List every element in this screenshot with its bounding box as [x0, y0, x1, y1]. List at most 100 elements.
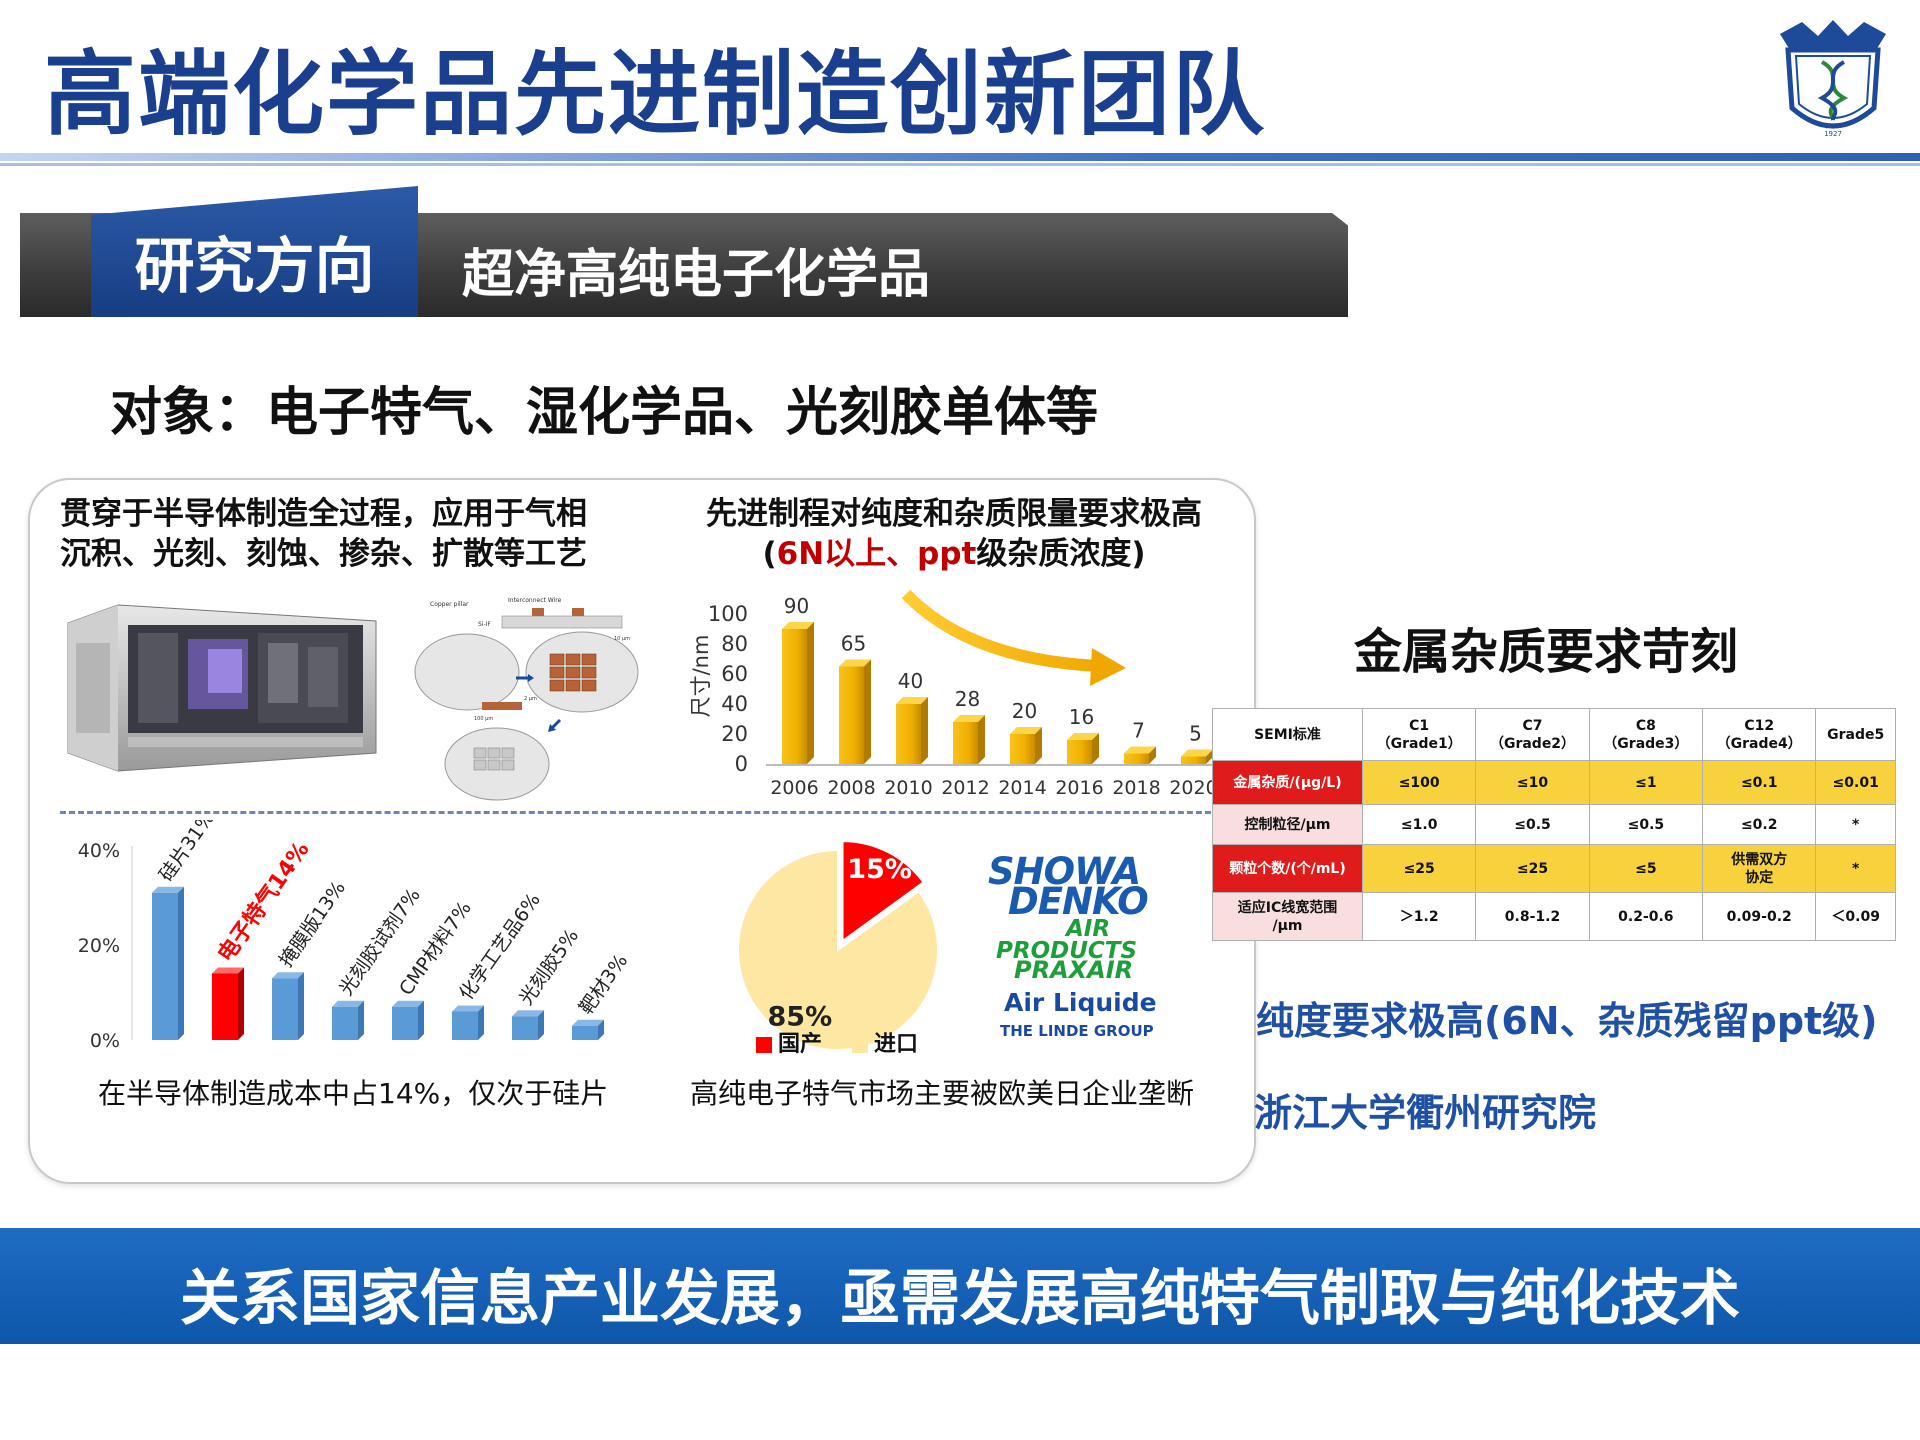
title-rule	[0, 153, 1920, 161]
table-cell: *	[1815, 844, 1896, 893]
purity-highlight: 6N以上、ppt	[776, 536, 977, 572]
cost-bar-top	[512, 1010, 544, 1017]
table-cell: ≤1	[1588, 760, 1704, 805]
cost-chart-yaxis: 0% 20% 40%	[78, 840, 133, 1052]
diagram-label-si-if: Si-IF	[478, 621, 491, 628]
node-bar	[1067, 740, 1092, 764]
cost-ytick-label: 40%	[78, 840, 120, 862]
table-header-row: SEMI标准 C1 （Grade1） C7 （Grade2） C8 （Grade3） …	[1212, 708, 1896, 761]
node-bar-label: 90	[784, 594, 809, 618]
diagram-label-size: 100 μm	[474, 716, 493, 722]
table-cell: 0.09-0.2	[1702, 892, 1817, 941]
cost-bar-side	[418, 1000, 424, 1040]
node-bar-side	[864, 659, 871, 764]
row-label: 颗粒个数/(个/mL)	[1212, 844, 1363, 893]
purity-caption: 先进制程对纯度和杂质限量要求极高 (6N以上、ppt级杂质浓度)	[684, 494, 1224, 574]
grade-name: C8	[1635, 717, 1656, 734]
logo-showa-denko: SHOWA DENKO	[988, 850, 1149, 920]
table-cell: *	[1815, 804, 1896, 845]
node-xtick-label: 2010	[884, 777, 932, 799]
purity-caption-line: 先进制程对纯度和杂质限量要求极高	[706, 496, 1202, 532]
node-bar-side	[1092, 733, 1099, 764]
table-row: 适应IC线宽范围/μm ＞1.2 0.8-1.2 0.2-0.6 0.09-0.…	[1212, 892, 1896, 941]
purity-caption-rest: 级杂质浓度)	[976, 536, 1146, 572]
table-cell: ≤0.5	[1588, 804, 1704, 845]
node-chart-yaxis: 0 20 40 60 80 100	[708, 602, 748, 776]
node-chart-bars: 90 65 40 28 20 16 7 5	[782, 594, 1213, 764]
purity-caption-line: (6N以上、ppt级杂质浓度)	[684, 534, 1224, 574]
node-bar-label: 40	[898, 669, 923, 693]
node-bar-side	[978, 715, 985, 764]
purity-note: 纯度要求极高(6N、杂质残留ppt级)	[1256, 999, 1878, 1043]
cost-bar-side	[238, 967, 244, 1040]
node-xtick-label: 2014	[998, 777, 1046, 799]
pie-slice	[737, 848, 939, 1051]
university-emblem: 1927	[1780, 20, 1886, 138]
footer-slogan: 关系国家信息产业发展，亟需发展高纯特气制取与纯化技术	[180, 1264, 1740, 1334]
node-bar-side	[1035, 727, 1042, 764]
table-cell: ≤0.5	[1475, 804, 1590, 845]
table-cell: ≤25	[1475, 844, 1590, 893]
cost-bar	[392, 1006, 418, 1040]
cost-bar-label: 硅片31%	[155, 820, 219, 886]
logo-air-liquide: Air Liquide	[1004, 988, 1157, 1017]
node-xtick-label: 2020	[1169, 777, 1217, 799]
cost-share-chart: 0% 20% 40% 硅片31%电子特气14%掩膜版13%光刻胶试剂7%CMP材料7…	[78, 820, 632, 1052]
cost-bar-side	[178, 886, 184, 1040]
table-cell: ＜0.09	[1815, 892, 1896, 941]
row-label: 适应IC线宽范围/μm	[1212, 892, 1363, 941]
objects-line: 对象：电子特气、湿化学品、光刻胶单体等	[110, 383, 1099, 443]
grade-sub: （Grade3）	[1603, 735, 1689, 752]
logo-text: SHOWA	[988, 850, 1141, 893]
cost-bar-side	[298, 972, 304, 1040]
table-cell: ≤100	[1361, 760, 1477, 805]
cost-bar	[572, 1025, 598, 1040]
table-header-cell: Grade5	[1815, 708, 1896, 761]
cost-bar	[332, 1006, 358, 1040]
node-bar-side	[921, 697, 928, 764]
node-bar	[782, 629, 807, 764]
cost-bar-top	[572, 1019, 604, 1026]
cost-ytick-label: 0%	[90, 1030, 120, 1052]
node-bar-label: 5	[1189, 722, 1202, 746]
cost-bar-top	[332, 1000, 364, 1007]
table-header-cell: C7 （Grade2）	[1475, 708, 1590, 761]
diagram-label-interconnect: Interconnect Wire	[508, 597, 562, 604]
node-bar-label: 65	[841, 632, 866, 656]
table-cell: ≤0.01	[1815, 760, 1896, 805]
node-bar-label: 20	[1012, 699, 1037, 723]
institute-name: 浙江大学衢州研究院	[1254, 1091, 1597, 1135]
paren-open: (	[762, 536, 777, 572]
process-caption-line: 沉积、光刻、刻蚀、掺杂、扩散等工艺	[60, 536, 587, 572]
grade-name: C1	[1409, 717, 1430, 734]
cost-bar-side	[358, 1000, 364, 1040]
pie-slice	[841, 840, 925, 944]
market-share-pie: 15% 85%	[737, 840, 939, 1051]
cost-bar-side	[538, 1010, 544, 1040]
cost-bar	[152, 892, 178, 1040]
table-row: 颗粒个数/(个/mL) ≤25 ≤25 ≤5 供需双方 协定 *	[1212, 844, 1896, 893]
cost-bar-label: 光刻胶5%	[515, 925, 583, 1009]
cost-bar-side	[598, 1019, 604, 1040]
cost-bar-top	[272, 972, 304, 979]
node-bar-top	[782, 622, 814, 629]
row-label: 控制粒径/μm	[1212, 804, 1363, 845]
node-bar-top	[1124, 746, 1156, 754]
logo-praxair: PRAXAIR	[1014, 956, 1134, 984]
pie-slices: 15% 85%	[737, 840, 939, 1051]
cost-bar-side	[478, 1005, 484, 1040]
grade-name: C7	[1522, 717, 1543, 734]
diagram-label-copper: Copper pillar	[430, 601, 469, 608]
wafer-diagram: Copper pillar Interconnect Wire Si-IF 10…	[414, 597, 639, 801]
main-panel	[28, 478, 1256, 1184]
panel-divider	[60, 811, 1238, 814]
table-cell: ≤1.0	[1361, 804, 1477, 845]
diagram-label-size: 10 μm	[614, 636, 630, 642]
table-cell: ≤25	[1361, 844, 1477, 893]
research-direction-label: 研究方向	[134, 232, 375, 302]
cost-caption: 在半导体制造成本中占14%，仅次于硅片	[98, 1077, 609, 1110]
legend-swatch-domestic	[756, 1037, 772, 1053]
node-chart-ylabel: 尺寸/nm	[689, 635, 713, 718]
node-bar-top	[1181, 749, 1213, 757]
table-cell: ≤10	[1475, 760, 1590, 805]
